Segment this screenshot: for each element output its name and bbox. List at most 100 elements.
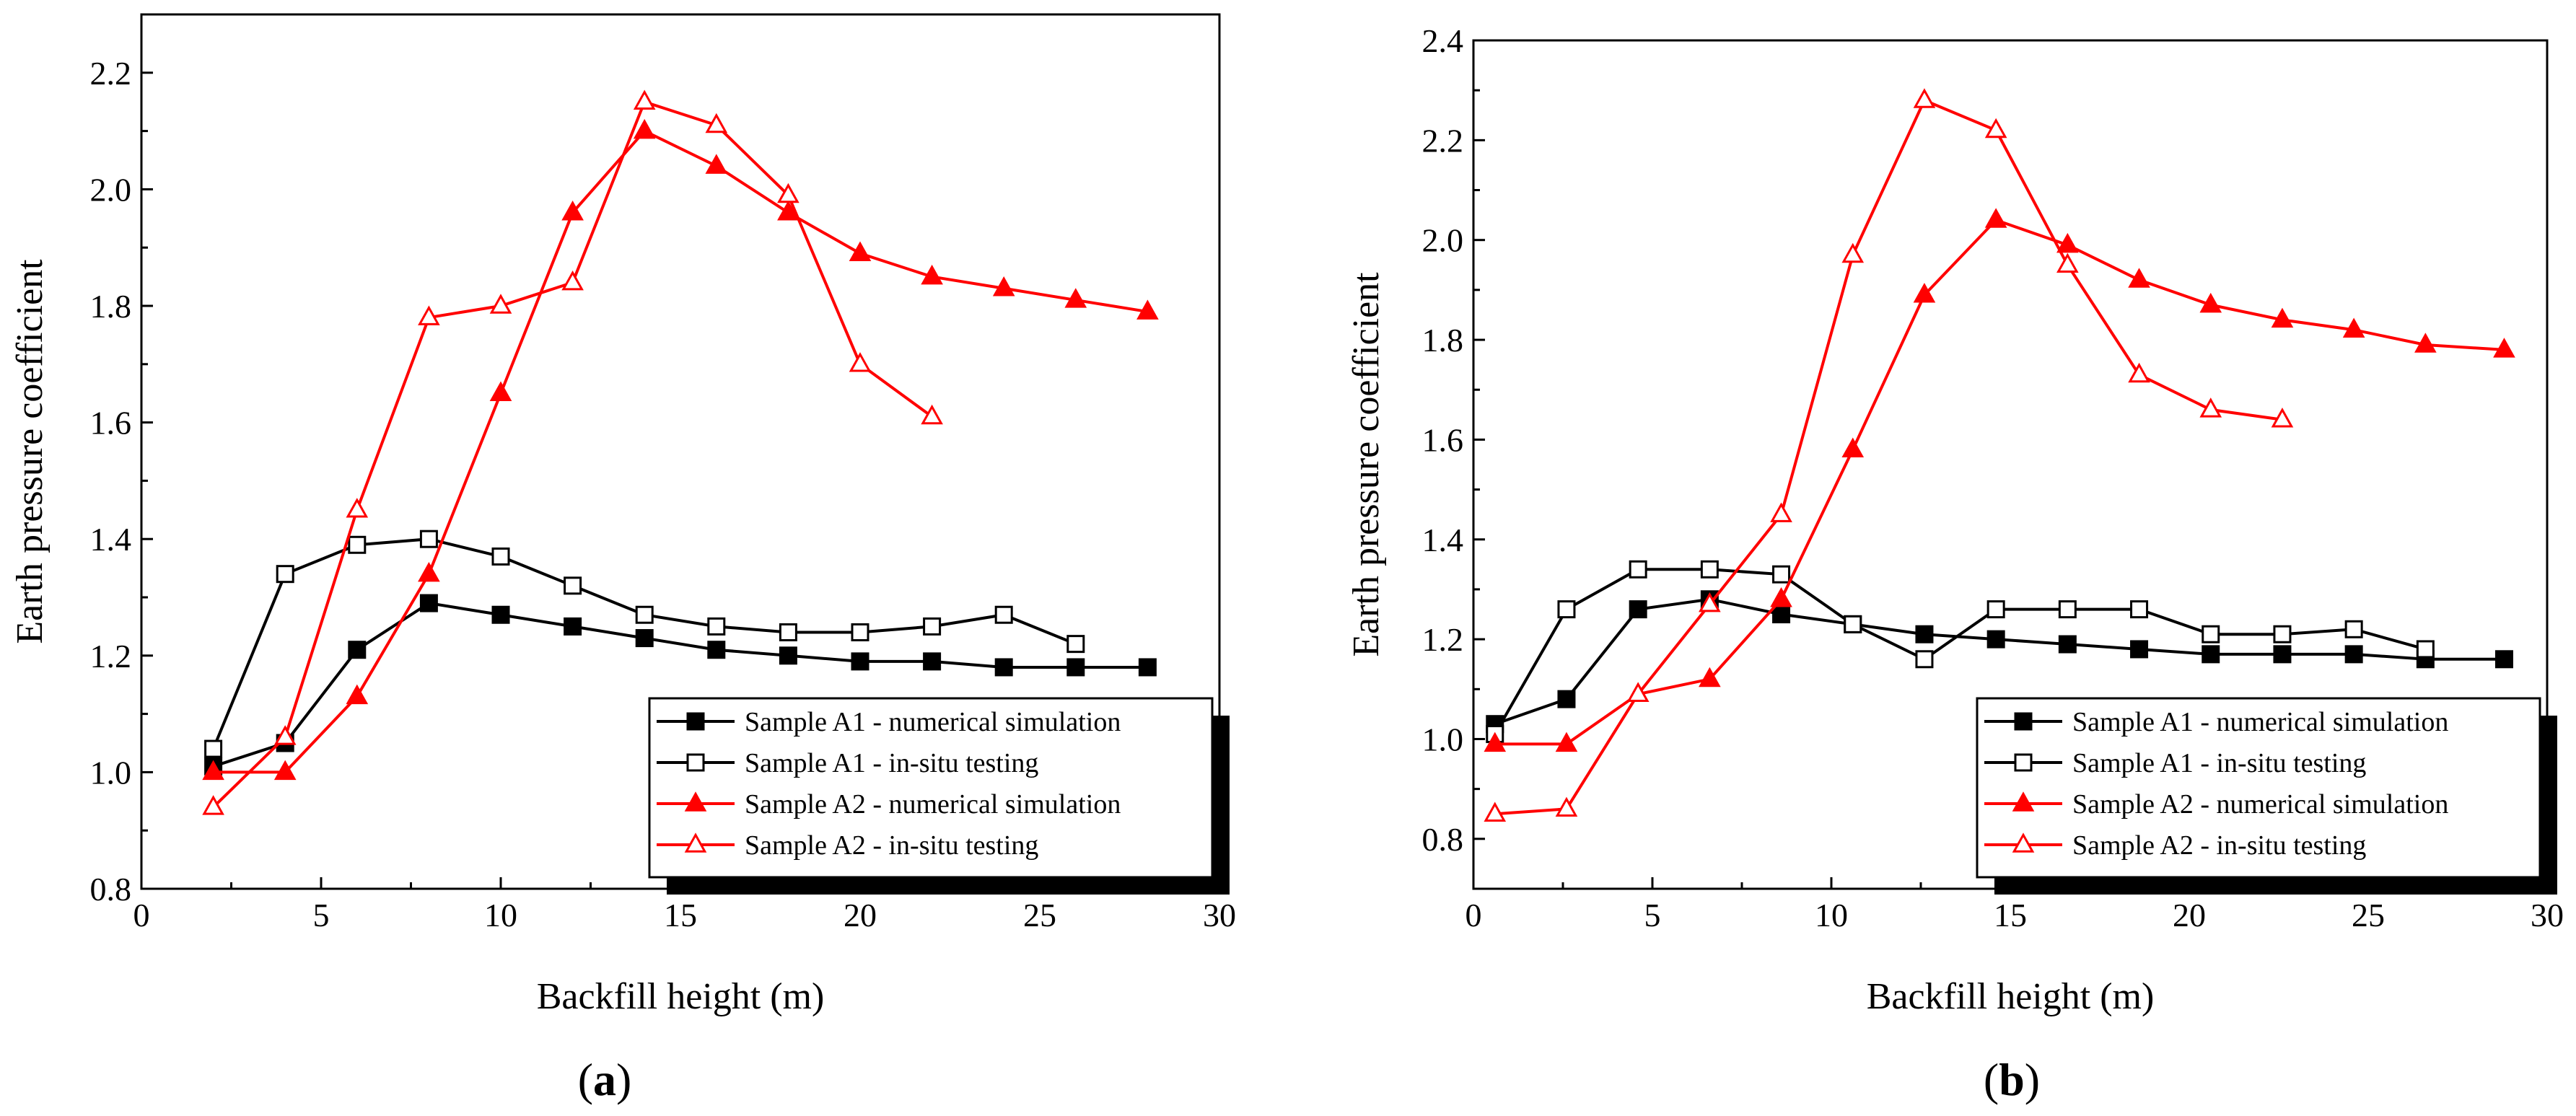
y-tick-label: 2.4 <box>1422 22 1464 59</box>
data-point <box>202 795 224 815</box>
data-point <box>633 89 656 110</box>
data-point <box>2128 268 2150 288</box>
data-point <box>1557 600 1576 619</box>
series-line <box>213 129 1148 774</box>
series-line <box>212 601 1148 768</box>
x-tick-label: 30 <box>1203 897 1236 933</box>
data-point <box>2130 600 2149 619</box>
data-point <box>1557 690 1576 708</box>
y-tick-label: 1.6 <box>1422 421 1464 458</box>
y-tick-label: 1.6 <box>90 405 132 441</box>
x-tick-label: 25 <box>1023 897 1056 933</box>
data-point <box>994 605 1013 624</box>
data-point <box>994 658 1013 677</box>
series-line <box>1494 568 2426 735</box>
data-point <box>633 118 656 139</box>
x-tick-label: 10 <box>1815 897 1848 933</box>
data-point <box>923 617 942 636</box>
legend-label: Sample A2 - numerical simulation <box>745 789 1121 820</box>
y-tick-label: 1.2 <box>90 638 132 675</box>
x-tick-label: 5 <box>313 897 330 933</box>
data-point <box>1555 731 1578 752</box>
data-point <box>2494 650 2513 669</box>
data-point <box>992 276 1015 296</box>
legend-marker <box>2012 791 2035 812</box>
data-point <box>1772 605 1791 624</box>
data-point <box>707 617 726 636</box>
y-tick-label: 1.4 <box>90 521 132 558</box>
y-tick-label: 1.4 <box>1422 522 1464 558</box>
legend-marker <box>686 712 705 731</box>
data-point <box>921 264 943 285</box>
data-point <box>419 594 438 612</box>
data-point <box>2128 362 2150 383</box>
data-point <box>2416 640 2435 659</box>
data-point <box>1915 650 1934 669</box>
data-point <box>2344 620 2363 638</box>
x-tick-label: 0 <box>133 897 150 933</box>
data-point <box>849 241 872 262</box>
data-point <box>2414 333 2437 353</box>
y-tick-label: 2.2 <box>90 55 132 92</box>
data-point <box>635 605 654 624</box>
x-tick-label: 15 <box>664 897 697 933</box>
data-point <box>2271 307 2294 328</box>
data-point <box>851 652 869 671</box>
series-4 <box>1484 88 2294 822</box>
data-point <box>2273 645 2292 664</box>
data-point <box>851 623 869 641</box>
data-point <box>1770 502 1792 522</box>
data-point <box>1772 565 1791 584</box>
data-point <box>635 629 654 648</box>
data-point <box>2202 645 2220 664</box>
data-point <box>1064 288 1087 308</box>
series-3 <box>202 118 1159 781</box>
data-point <box>923 652 942 671</box>
data-point <box>1699 667 1721 687</box>
legend-box <box>648 697 1214 879</box>
data-point <box>1629 600 1647 619</box>
data-point <box>2058 600 2077 619</box>
data-point <box>779 623 797 641</box>
legend-marker <box>2012 832 2035 853</box>
x-tick-label: 25 <box>2352 897 2385 933</box>
y-tick-label: 2.0 <box>90 171 132 208</box>
data-point <box>273 760 297 781</box>
y-tick-label: 0.8 <box>1422 821 1464 858</box>
data-point <box>707 641 726 659</box>
data-point <box>561 270 584 291</box>
series-2 <box>204 530 1085 758</box>
legend-label: Sample A2 - in-situ testing <box>2072 830 2366 861</box>
x-tick-label: 20 <box>2173 897 2206 933</box>
data-point <box>1913 88 1936 108</box>
data-point <box>276 565 294 584</box>
data-point <box>1484 801 1507 822</box>
series-1 <box>204 594 1157 776</box>
x-axis-title: Backfill height (m) <box>537 976 825 1017</box>
data-point <box>2199 397 2222 418</box>
data-point <box>489 381 512 401</box>
data-point <box>2273 625 2292 643</box>
legend-marker <box>684 832 707 853</box>
data-point <box>1986 630 2005 649</box>
data-point <box>1699 592 1721 612</box>
data-point <box>1700 560 1719 579</box>
y-tick-label: 1.8 <box>1422 322 1464 359</box>
series-1 <box>1486 590 2513 734</box>
data-point <box>1841 437 1865 457</box>
data-point <box>1770 587 1792 607</box>
data-point <box>1066 635 1085 654</box>
data-point <box>1841 242 1865 263</box>
data-point <box>1136 299 1159 320</box>
data-point <box>346 498 369 518</box>
x-tick-label: 15 <box>1994 897 2027 933</box>
data-point <box>346 684 369 705</box>
legend-marker <box>686 753 705 772</box>
data-point <box>204 739 223 758</box>
data-point <box>2056 252 2079 273</box>
data-point <box>1555 796 1578 817</box>
y-tick-label: 1.0 <box>90 754 132 791</box>
data-point <box>1844 615 1862 633</box>
panel-caption: (b) <box>1984 1054 2040 1105</box>
data-point <box>418 305 440 325</box>
